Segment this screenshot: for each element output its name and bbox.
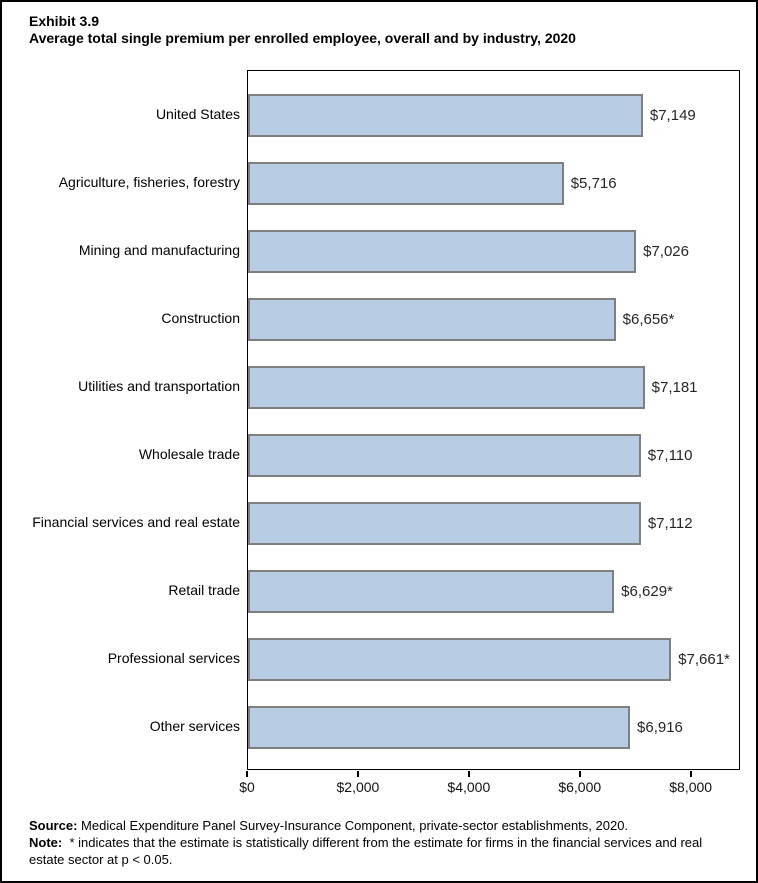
- x-tick-label: $0: [239, 779, 255, 795]
- x-tick: [578, 771, 581, 777]
- note-line: Note: * indicates that the estimate is s…: [29, 834, 741, 868]
- value-label: $7,661*: [678, 650, 730, 668]
- source-text: Medical Expenditure Panel Survey-Insuran…: [81, 818, 629, 833]
- value-label: $6,916: [637, 718, 683, 736]
- bar-row: $7,661*: [248, 625, 739, 693]
- bar-row: $7,149: [248, 81, 739, 149]
- chart-title: Average total single premium per enrolle…: [29, 30, 576, 46]
- x-tick-label: $6,000: [558, 779, 602, 795]
- category-label: Construction: [161, 310, 240, 326]
- note-label: Note:: [29, 835, 63, 850]
- value-label: $7,149: [649, 106, 696, 124]
- category-label: United States: [155, 106, 240, 122]
- category-label: Retail trade: [168, 582, 240, 598]
- category-label: Mining and manufacturing: [78, 242, 240, 258]
- bar: [248, 365, 645, 409]
- x-tick-label: $2,000: [336, 779, 380, 795]
- x-tick: [467, 771, 470, 777]
- value-label: $6,629*: [621, 582, 673, 600]
- bar-row: $7,181: [248, 353, 739, 421]
- x-tick-label: $4,000: [447, 779, 491, 795]
- bar: [248, 93, 643, 137]
- bar-row: $7,110: [248, 421, 739, 489]
- value-label: $7,112: [647, 514, 693, 532]
- category-label: Financial services and real estate: [32, 514, 240, 530]
- footer-notes: Source: Medical Expenditure Panel Survey…: [29, 817, 741, 868]
- bar-row: $6,916: [248, 693, 739, 761]
- title-block: Exhibit 3.9 Average total single premium…: [29, 13, 739, 47]
- note-text: * indicates that the estimate is statist…: [29, 835, 703, 867]
- source-label: Source:: [29, 818, 78, 833]
- category-label: Wholesale trade: [138, 446, 240, 462]
- exhibit-number: Exhibit 3.9: [29, 13, 100, 29]
- bar-row: $6,656*: [248, 285, 739, 353]
- bar: [248, 705, 631, 749]
- bar: [248, 297, 616, 341]
- category-label: Agriculture, fisheries, forestry: [58, 174, 240, 190]
- bar-row: $7,026: [248, 217, 739, 285]
- plot-area: $7,149 $5,716 $7,026 $6,656* $7,181 $7,110 $7,…: [247, 70, 740, 770]
- bar: [248, 569, 615, 613]
- bar: [248, 229, 637, 273]
- x-tick: [689, 771, 692, 777]
- value-label: $7,110: [647, 446, 693, 464]
- bar: [248, 501, 641, 545]
- bar-row: $5,716: [248, 149, 739, 217]
- value-label: $5,716: [570, 174, 617, 192]
- value-label: $6,656*: [622, 310, 675, 328]
- x-tick: [246, 771, 248, 777]
- source-line: Source: Medical Expenditure Panel Survey…: [29, 817, 741, 834]
- category-label: Utilities and transportation: [78, 378, 240, 394]
- bar: [248, 637, 672, 681]
- x-tick: [356, 771, 359, 777]
- value-label: $7,181: [651, 378, 698, 396]
- x-tick-label: $8,000: [669, 779, 713, 795]
- bar: [248, 161, 564, 205]
- category-label: Professional services: [107, 650, 240, 666]
- bar: [248, 433, 641, 477]
- value-label: $7,026: [643, 242, 689, 260]
- category-label: Other services: [149, 718, 240, 734]
- bar-row: $6,629*: [248, 557, 739, 625]
- bar-row: $7,112: [248, 489, 739, 557]
